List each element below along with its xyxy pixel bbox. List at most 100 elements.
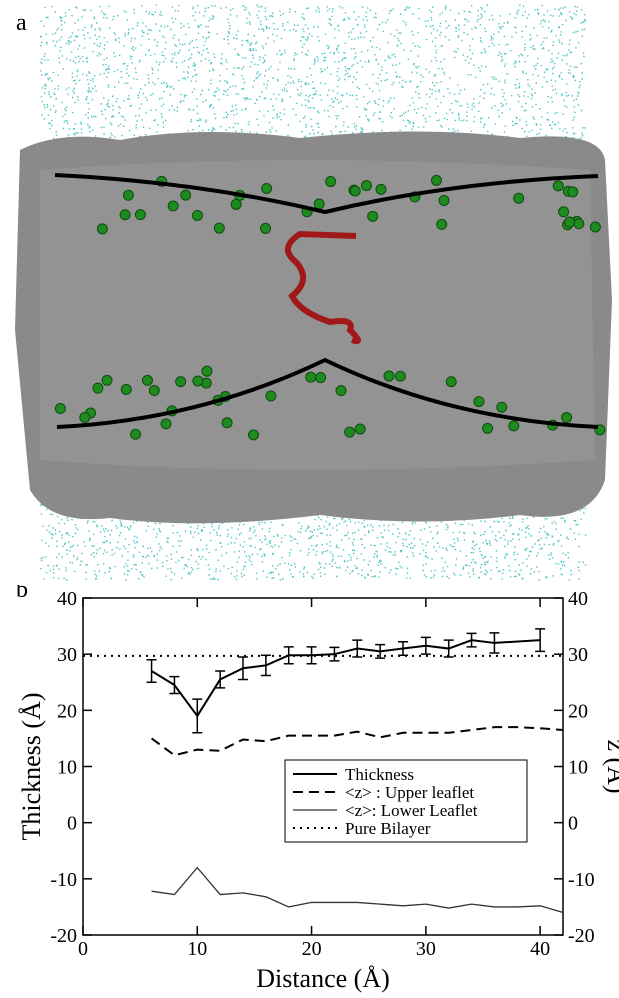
- chart: b 0 10 20 30 40 -20 -10 0 10 20 30 40 -20 -10 0 10 20 30 4…: [16, 585, 619, 993]
- y2-axis-title: z (Å): [602, 739, 619, 793]
- headgroup-bead: [134, 209, 146, 221]
- y-tick-label: 30: [57, 644, 77, 666]
- headgroup-bead: [360, 180, 372, 192]
- headgroup-bead: [436, 218, 448, 230]
- lower-surface-line: [56, 357, 599, 429]
- headgroup-bead: [335, 385, 347, 397]
- headgroup-bead: [354, 423, 366, 435]
- y-axis-title: Thickness (Å): [17, 692, 46, 840]
- error-bar: [169, 675, 180, 695]
- headgroup-bead: [96, 223, 108, 235]
- legend-label: <z> : Upper leaflet: [345, 783, 474, 802]
- headgroup-bead: [349, 185, 361, 197]
- y2-tick-label: 20: [568, 700, 588, 722]
- panel-label: a: [16, 10, 27, 36]
- headgroup-bead: [552, 180, 564, 192]
- y-tick-label: 40: [57, 588, 77, 610]
- panel-label: b: [16, 585, 28, 603]
- y-tick-label: 10: [57, 757, 77, 779]
- peptide-ribbon: [285, 230, 361, 345]
- headgroup-bead: [315, 372, 327, 384]
- headgroup-bead: [367, 210, 379, 222]
- headgroup-bead: [305, 371, 317, 383]
- y2-tick-label: 40: [568, 588, 588, 610]
- headgroup-bead: [213, 222, 225, 234]
- series-line: [151, 639, 541, 718]
- y-tick-label: 0: [67, 813, 77, 835]
- error-bar: [352, 639, 363, 658]
- headgroup-bead: [221, 417, 233, 429]
- headgroup-bead: [130, 428, 142, 440]
- error-bar: [420, 636, 431, 655]
- molecular-rendering: a: [15, 4, 612, 581]
- error-bar: [375, 643, 386, 659]
- x-tick-label: 20: [302, 938, 322, 960]
- legend-label: Thickness: [345, 765, 414, 784]
- upper-surface-line: [54, 173, 599, 215]
- error-bar: [535, 628, 546, 653]
- headgroup-bead: [141, 374, 153, 386]
- error-bar: [283, 646, 294, 665]
- headgroup-bead: [375, 183, 387, 195]
- headgroup-bead: [445, 376, 457, 388]
- headgroup-bead: [259, 222, 271, 234]
- headgroup-bead: [589, 221, 601, 233]
- headgroup-bead: [344, 426, 356, 438]
- x-tick-label: 10: [187, 938, 207, 960]
- headgroup-bead: [230, 198, 242, 210]
- headgroup-bead: [567, 186, 579, 198]
- y2-tick-label: 0: [568, 813, 578, 835]
- headgroup-bead: [180, 189, 192, 201]
- headgroup-bead: [561, 411, 573, 423]
- headgroup-bead: [573, 218, 585, 230]
- headgroup-bead: [265, 390, 277, 402]
- y2-tick-label: -20: [568, 925, 595, 947]
- error-bar: [192, 698, 203, 734]
- headgroup-bead: [54, 403, 66, 415]
- headgroup-bead: [79, 411, 91, 423]
- error-bar: [306, 646, 317, 665]
- headgroup-bead: [482, 422, 494, 434]
- y-tick-label: -20: [50, 925, 77, 947]
- headgroup-bead: [160, 418, 172, 430]
- headgroup-bead: [175, 376, 187, 388]
- y2-tick-label: -10: [568, 869, 595, 891]
- y-tick-label: 20: [57, 700, 77, 722]
- x-tick-label: 40: [530, 938, 550, 960]
- error-bar: [215, 670, 226, 689]
- x-tick-label: 0: [78, 938, 88, 960]
- headgroup-bead: [394, 370, 406, 382]
- headgroup-bead: [167, 200, 179, 212]
- headgroup-bead: [513, 192, 525, 204]
- series-line: [150, 726, 564, 757]
- headgroup-bead: [473, 396, 485, 408]
- headgroup-bead: [496, 401, 508, 413]
- legend-label: <z>: Lower Leaflet: [345, 801, 478, 820]
- legend-label: Pure Bilayer: [345, 819, 431, 838]
- series-line: [151, 866, 564, 914]
- headgroup-bead: [192, 375, 204, 387]
- headgroups: [54, 174, 606, 441]
- error-bar: [443, 639, 454, 658]
- headgroup-bead: [119, 209, 131, 221]
- headgroup-bead: [438, 194, 450, 206]
- headgroup-bead: [383, 370, 395, 382]
- y2-tick-label: 30: [568, 644, 588, 666]
- headgroup-bead: [325, 176, 337, 188]
- headgroup-bead: [430, 174, 442, 186]
- y2-tick-label: 10: [568, 757, 588, 779]
- headgroup-bead: [101, 374, 113, 386]
- error-bar: [329, 646, 340, 662]
- error-bar: [146, 659, 157, 683]
- error-bar: [489, 632, 500, 654]
- headgroup-bead: [122, 189, 134, 201]
- x-tick-label: 30: [416, 938, 436, 960]
- y-tick-label: -10: [50, 869, 77, 891]
- headgroup-bead: [261, 182, 273, 194]
- headgroup-bead: [201, 365, 213, 377]
- headgroup-bead: [120, 383, 132, 395]
- headgroup-bead: [248, 429, 260, 441]
- error-bar: [466, 632, 477, 648]
- headgroup-bead: [564, 216, 576, 228]
